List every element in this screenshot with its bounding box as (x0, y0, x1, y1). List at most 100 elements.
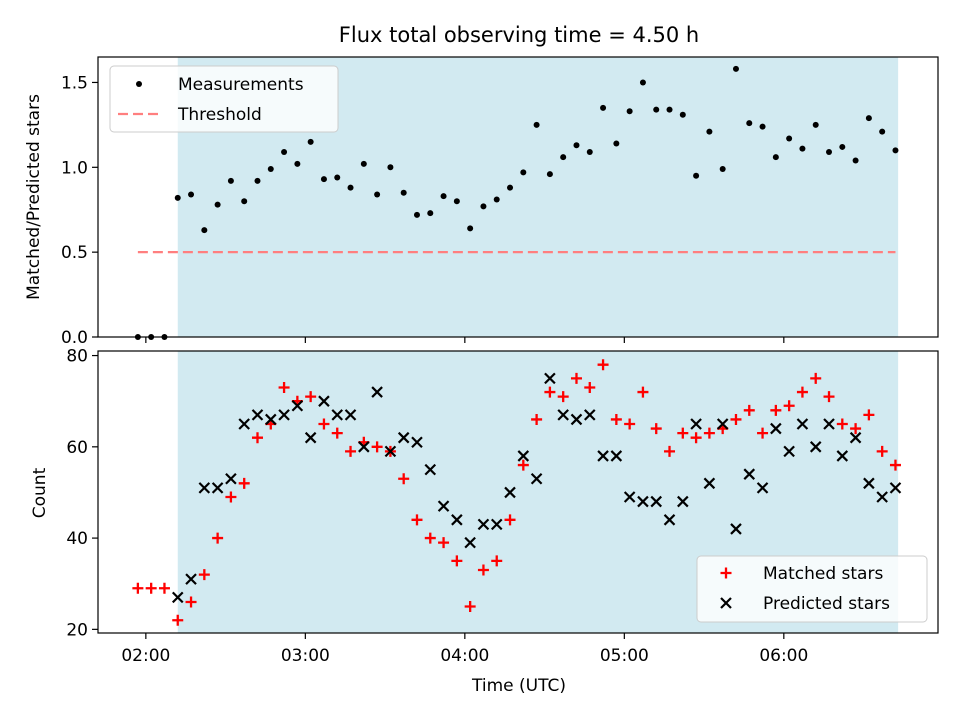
measurement-point (626, 108, 633, 115)
count-y-tick-label: 80 (66, 347, 88, 367)
measurement-point (493, 196, 500, 203)
measurement-point (799, 145, 806, 152)
measurement-point (188, 191, 195, 198)
legend-box (109, 65, 339, 133)
measurement-point (746, 120, 753, 127)
matched-star-point (185, 596, 197, 608)
predicted-star-point (770, 422, 782, 435)
matched-star-point (477, 564, 489, 576)
measurement-point (706, 128, 713, 135)
measurement-point (214, 201, 221, 208)
matched-star-point (810, 372, 822, 384)
measurement-point (387, 164, 394, 171)
count-panel: Count Time (UTC) 02:00 03:00 04:00 05:00 06:… (30, 347, 939, 696)
measurement-point (267, 166, 274, 172)
predicted-star-point (490, 518, 503, 531)
predicted-star-point (424, 463, 437, 476)
predicted-star-point (610, 450, 623, 462)
matched-star-point (584, 382, 596, 394)
matched-star-point (570, 372, 582, 384)
legend-box (696, 555, 928, 623)
x-tick-label: 04:00 (440, 646, 489, 666)
measurement-point (440, 193, 447, 200)
x-tick-label: 02:00 (121, 646, 170, 666)
legend-measurements-marker (136, 81, 142, 87)
predicted-star-point (570, 413, 583, 426)
matched-star-point (251, 432, 263, 444)
predicted-star-point (171, 591, 184, 604)
measurement-point (852, 157, 859, 164)
measurement-point (586, 149, 593, 156)
matched-star-point (664, 445, 676, 457)
matched-star-point (743, 404, 755, 416)
legend-matched-marker (720, 567, 732, 579)
matched-star-point (796, 386, 808, 398)
predicted-star-point (344, 409, 357, 421)
predicted-star-point (238, 418, 250, 430)
measurement-point (879, 128, 886, 135)
matched-star-point (557, 391, 569, 403)
measurement-point (600, 104, 607, 111)
x-tick-label: 03:00 (281, 646, 330, 666)
matched-star-point (876, 445, 888, 457)
count-y-axis-label: Count (30, 467, 50, 518)
matched-star-point (451, 555, 463, 567)
matched-star-point (783, 400, 795, 412)
predicted-star-point (371, 386, 383, 398)
ratio-y-tick-label: 0.0 (61, 328, 88, 348)
measurement-point (759, 123, 766, 130)
measurement-point (453, 198, 460, 205)
predicted-star-point (504, 486, 516, 499)
predicted-star-point (583, 409, 596, 421)
matched-star-point (889, 459, 901, 471)
measurement-point (480, 203, 487, 210)
predicted-star-point (809, 441, 822, 453)
measurement-point (772, 154, 779, 161)
measurement-point (679, 111, 686, 118)
predicted-star-point (823, 418, 835, 430)
predicted-star-point (437, 500, 450, 512)
measurement-point (307, 138, 314, 145)
predicted-star-point (517, 450, 530, 462)
matched-star-point (411, 514, 423, 526)
measurement-point (413, 211, 420, 218)
measurement-point (201, 227, 208, 234)
measurement-point (719, 166, 726, 172)
ratio-panel: Matched/Predicted stars 0.0 0.5 1.0 1.5 Meas… (24, 56, 939, 348)
measurement-point (360, 160, 367, 167)
predicted-star-point (730, 523, 742, 535)
matched-star-point (212, 532, 224, 544)
measurement-point (892, 147, 899, 154)
matched-star-point (850, 423, 862, 435)
predicted-star-point (198, 482, 211, 494)
measurement-point (573, 142, 580, 149)
matched-star-point (770, 404, 782, 416)
predicted-star-point (756, 482, 769, 494)
matched-star-point (198, 569, 210, 581)
predicted-star-point (278, 409, 290, 421)
measurement-point (374, 191, 381, 198)
ratio-y-axis-label: Matched/Predicted stars (24, 94, 44, 300)
matched-star-point (823, 391, 835, 403)
matched-star-point (690, 432, 702, 444)
measurement-point (520, 169, 527, 176)
measurement-point (320, 176, 327, 183)
predicted-star-point (849, 431, 862, 444)
legend-matched-label: Matched stars (763, 564, 883, 584)
measurement-point (174, 194, 181, 201)
predicted-star-point (623, 491, 636, 503)
count-axes-frame (97, 350, 939, 634)
legend-predicted-label: Predicted stars (763, 594, 890, 614)
count-y-tick-label: 20 (66, 620, 88, 640)
x-axis-label: Time (UTC) (471, 676, 566, 696)
predicted-star-point (703, 477, 716, 490)
measurement-point (639, 79, 646, 86)
measurement-point (281, 149, 288, 156)
predicted-star-point (677, 495, 689, 508)
measurement-point (507, 184, 514, 191)
measurement-point (613, 140, 620, 147)
matched-star-point (225, 491, 237, 503)
predicted-star-point (836, 450, 849, 462)
measurement-point (693, 172, 700, 179)
predicted-star-point (451, 514, 463, 526)
